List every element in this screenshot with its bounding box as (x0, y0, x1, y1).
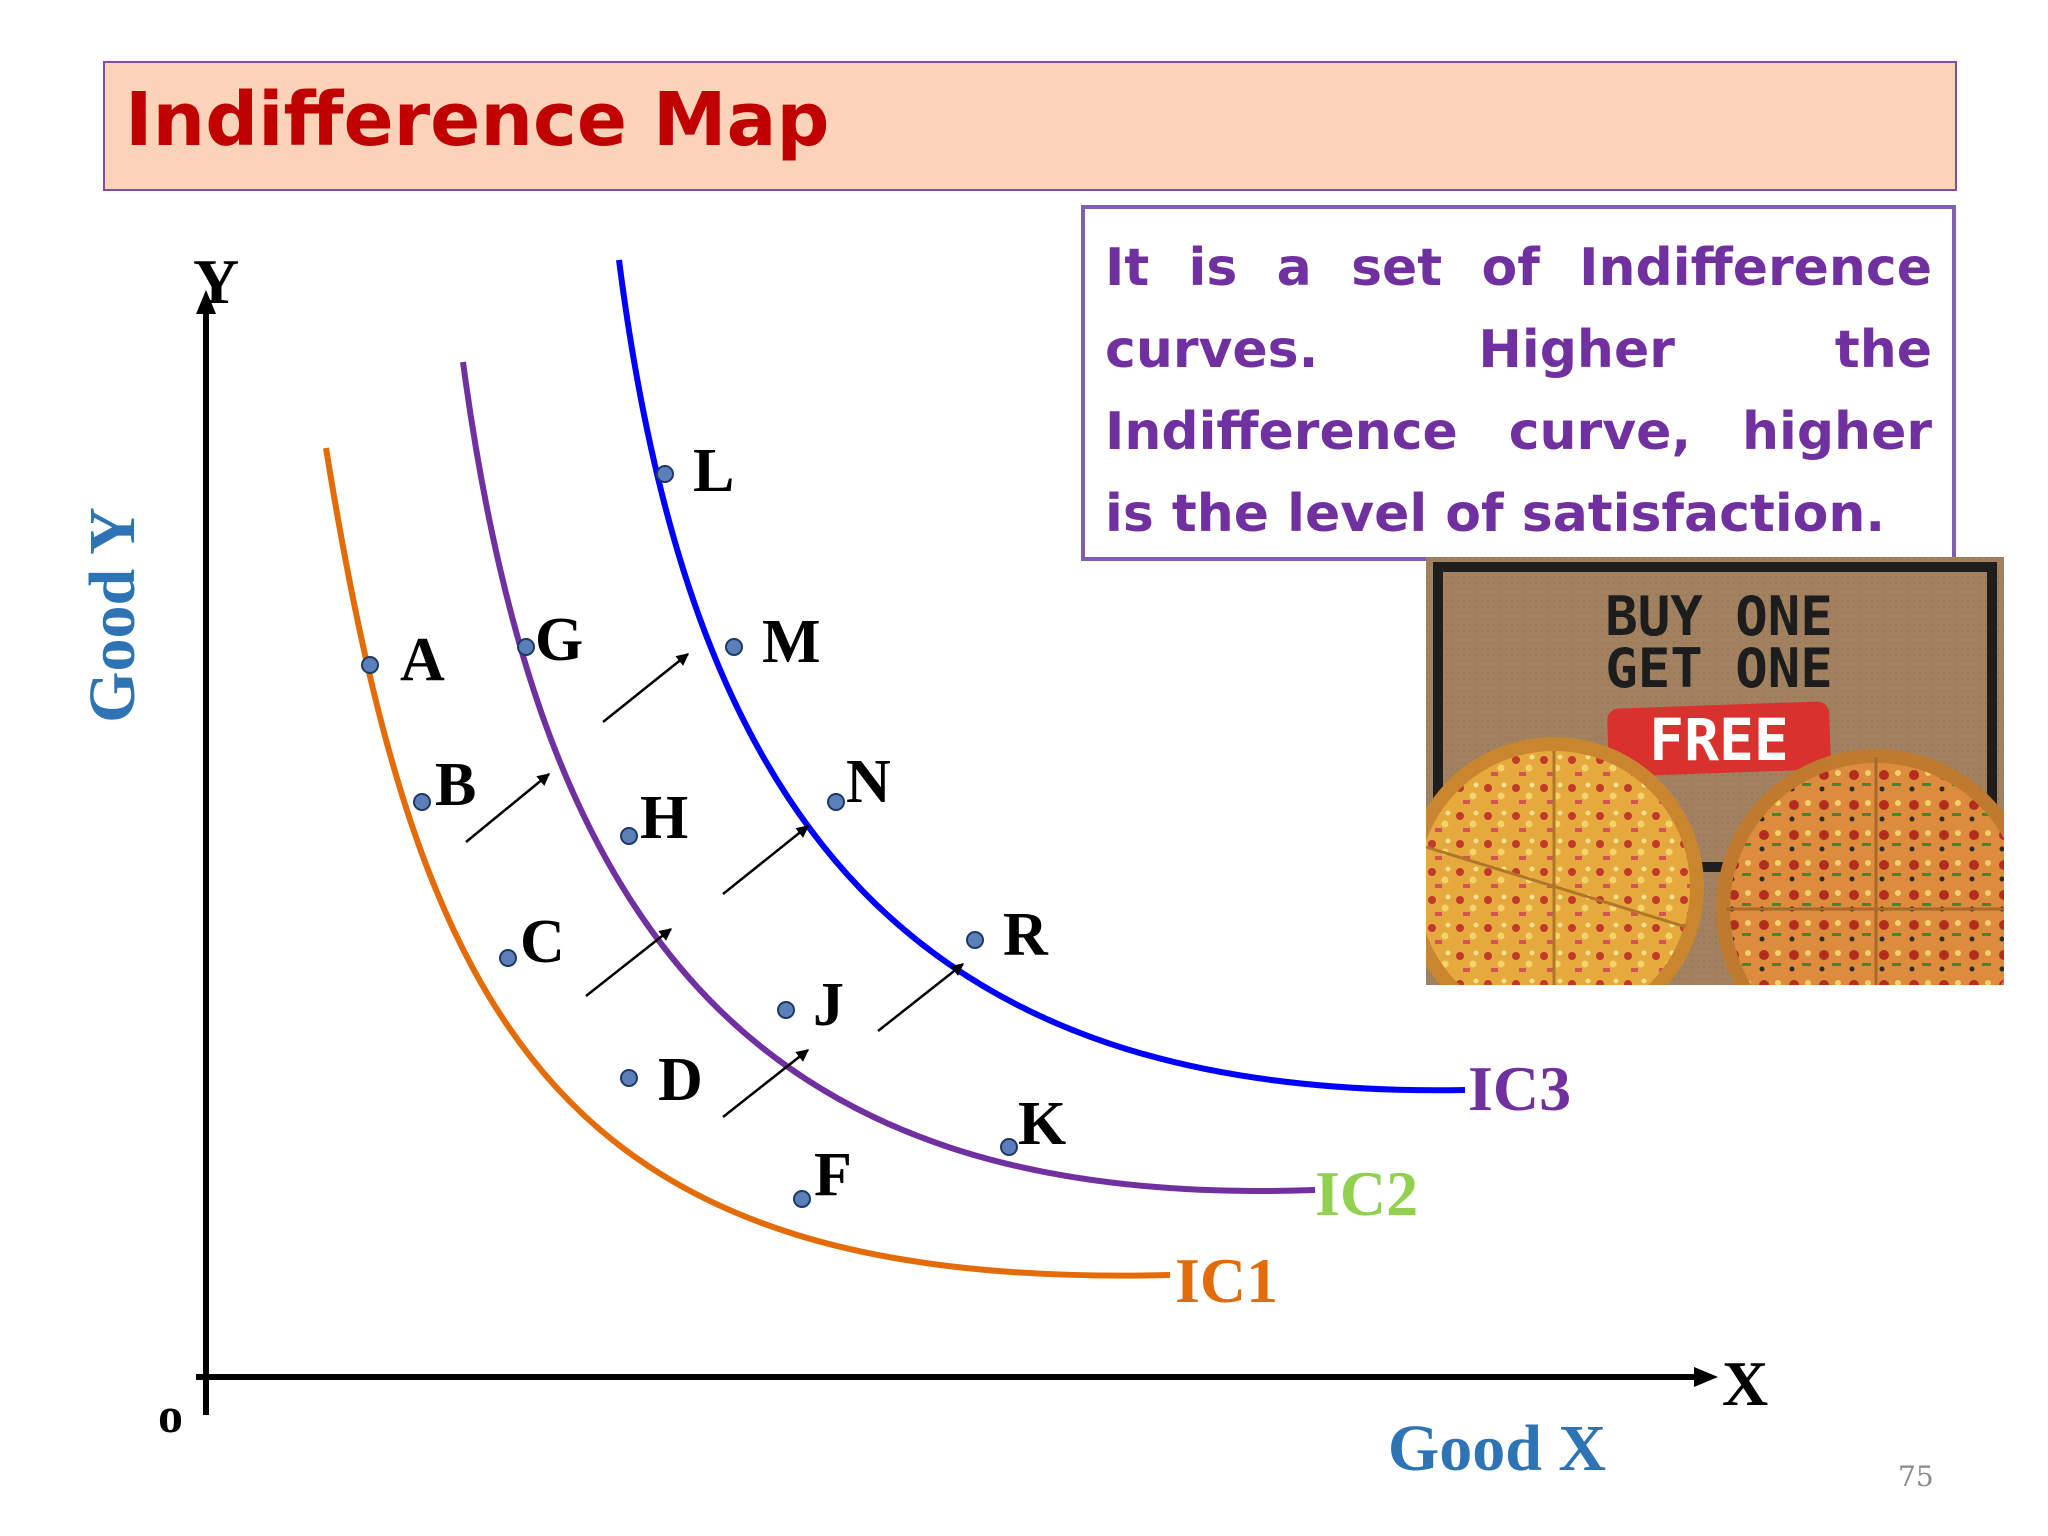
pizza-promo-graphic: BUY ONE GET ONE FREE (1426, 557, 2004, 985)
title-banner: Indifference Map (103, 61, 1957, 191)
pizza-right-toppings (1730, 763, 2004, 985)
point-m-label: M (762, 608, 821, 676)
point-c-marker (499, 949, 517, 967)
curve-label-ic1: IC1 (1175, 1245, 1278, 1316)
promo-line-1: BUY ONE (1605, 585, 1833, 648)
point-m-marker (725, 638, 743, 656)
origin-label: o (158, 1387, 183, 1443)
point-r-label: R (1003, 901, 1049, 969)
point-c-label: C (520, 908, 565, 976)
curve-ic1 (323, 447, 1171, 1279)
slide-title: Indifference Map (125, 77, 830, 163)
point-j-marker (777, 1001, 795, 1019)
point-l-marker (656, 465, 674, 483)
free-badge (1607, 701, 1831, 777)
definition-text: It is a set of Indifference curves. High… (1105, 238, 1932, 544)
point-n-marker (827, 793, 845, 811)
point-b-label: B (435, 751, 476, 819)
shift-arrow (877, 963, 964, 1032)
shift-arrow (585, 928, 672, 997)
definition-box: It is a set of Indifference curves. High… (1081, 205, 1956, 561)
box-frame (1433, 562, 1997, 872)
shift-arrow (602, 653, 689, 723)
point-f-marker (793, 1190, 811, 1208)
curve-ic3 (616, 259, 1466, 1094)
point-h-marker (620, 827, 638, 845)
y-axis-arrowhead (196, 290, 216, 314)
pizza-promo-image: BUY ONE GET ONE FREE (1426, 557, 2004, 985)
point-k-label: K (1018, 1090, 1066, 1158)
point-g-label: G (535, 606, 583, 674)
point-l-label: L (693, 437, 734, 505)
point-f-label: F (814, 1141, 852, 1209)
pizza-left-cut (1426, 845, 1687, 929)
promo-line-3: FREE (1649, 706, 1789, 774)
curve-label-ic3: IC3 (1468, 1053, 1571, 1124)
point-b-marker (413, 793, 431, 811)
point-n-label: N (846, 748, 891, 816)
x-axis-letter: X (1722, 1348, 1768, 1419)
point-j-label: J (813, 971, 844, 1039)
y-axis-title: Good Y (76, 507, 149, 723)
shift-arrow (722, 825, 809, 895)
point-d-label: D (658, 1046, 703, 1114)
x-axis-title: Good X (1388, 1412, 1606, 1485)
pizza-left-toppings (1426, 751, 1690, 985)
point-h-label: H (640, 784, 688, 852)
shift-arrow (465, 773, 550, 843)
point-k-marker (1000, 1138, 1018, 1156)
point-a-label: A (400, 626, 445, 694)
point-r-marker (966, 931, 984, 949)
promo-line-2: GET ONE (1605, 637, 1833, 700)
page-number: 75 (1898, 1460, 1934, 1493)
point-g-marker (517, 638, 535, 656)
y-axis-letter: Y (193, 246, 239, 317)
curve-ic2 (460, 361, 1316, 1194)
point-a-marker (361, 656, 379, 674)
curve-label-ic2: IC2 (1315, 1158, 1418, 1229)
x-axis-arrowhead (1694, 1367, 1718, 1387)
point-d-marker (620, 1069, 638, 1087)
shift-arrow (722, 1049, 809, 1118)
